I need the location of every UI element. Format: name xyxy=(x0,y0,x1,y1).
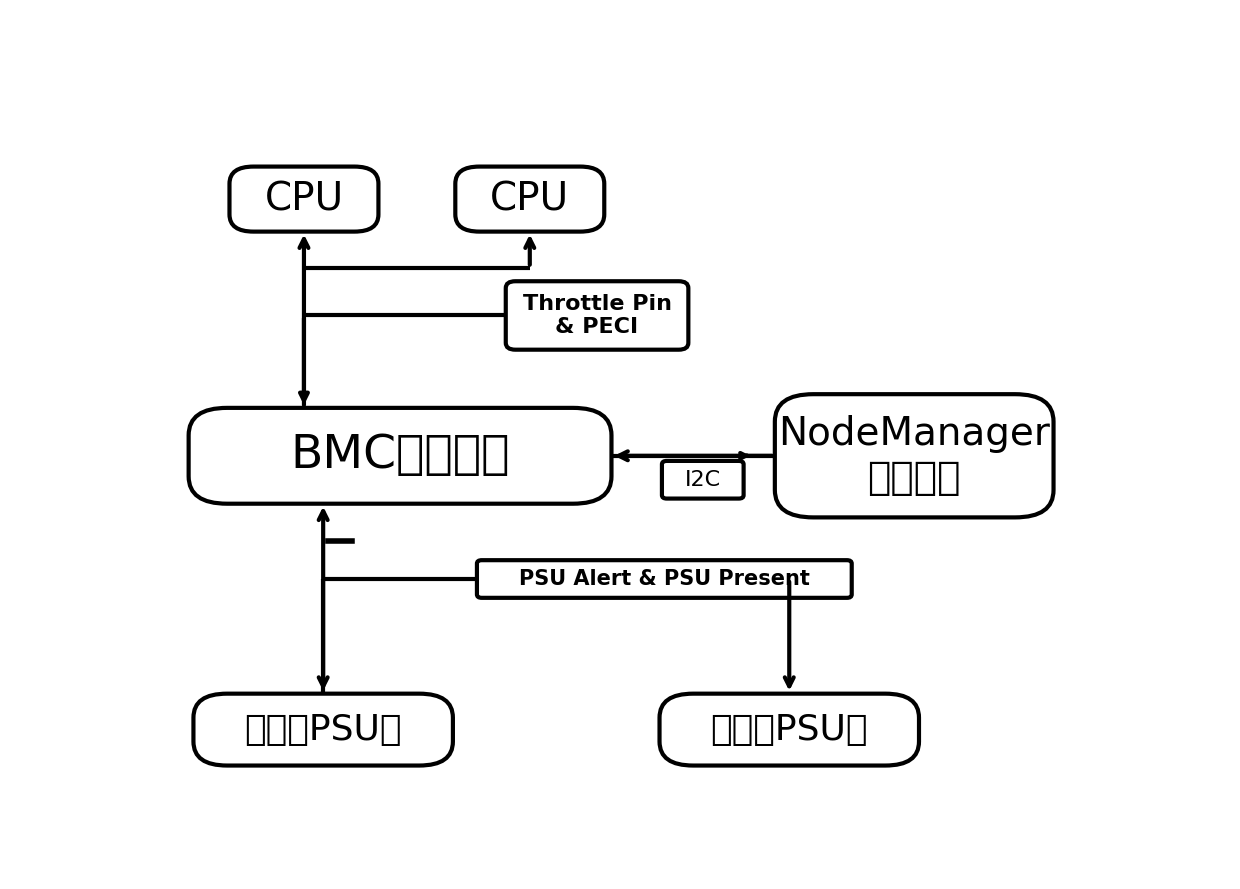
Text: Throttle Pin
& PECI: Throttle Pin & PECI xyxy=(522,294,672,337)
Text: BMC控制单元: BMC控制单元 xyxy=(290,433,510,478)
Text: I2C: I2C xyxy=(684,469,720,490)
Text: CPU: CPU xyxy=(264,180,343,218)
FancyBboxPatch shape xyxy=(662,461,744,499)
FancyBboxPatch shape xyxy=(775,394,1054,517)
FancyBboxPatch shape xyxy=(188,408,611,504)
FancyBboxPatch shape xyxy=(477,560,852,597)
FancyBboxPatch shape xyxy=(229,166,378,232)
FancyBboxPatch shape xyxy=(193,693,453,765)
FancyBboxPatch shape xyxy=(506,281,688,349)
FancyBboxPatch shape xyxy=(455,166,604,232)
Text: PSU Alert & PSU Present: PSU Alert & PSU Present xyxy=(518,569,810,589)
Text: 电源（PSU）: 电源（PSU） xyxy=(711,713,868,747)
FancyBboxPatch shape xyxy=(660,693,919,765)
Text: CPU: CPU xyxy=(490,180,569,218)
Text: 电源（PSU）: 电源（PSU） xyxy=(244,713,402,747)
Text: NodeManager
控制单元: NodeManager 控制单元 xyxy=(779,415,1050,497)
